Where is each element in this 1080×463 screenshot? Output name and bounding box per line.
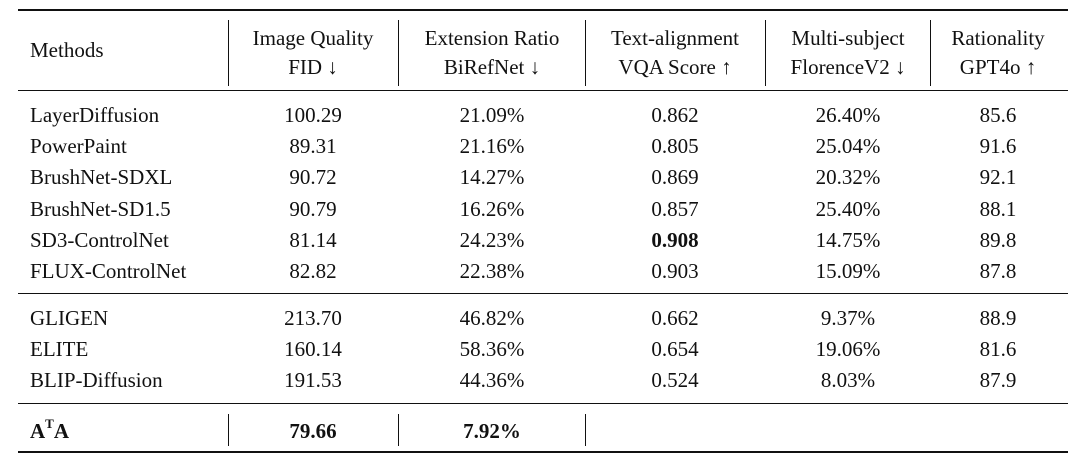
metric-value: 0.805 [651, 134, 699, 159]
method-name: PowerPaint [30, 134, 127, 159]
header-title: Rationality [951, 26, 1045, 50]
metric-value: 9.37% [820, 306, 876, 330]
metric-value: 22.38% [459, 259, 525, 283]
metric-value: 160.14 [284, 337, 342, 362]
metric-value: 19.06% [815, 337, 881, 362]
metric-value: 81.6 [979, 337, 1017, 362]
header-metric: FlorenceV2 ↓ [790, 55, 906, 79]
metric-value: 87.9 [979, 368, 1017, 393]
group-rule [18, 403, 1068, 404]
metric-value: 8.03% [820, 368, 876, 393]
metric-value: 0.524 [651, 368, 699, 393]
method-name: BLIP-Diffusion [30, 368, 163, 393]
method-name: SD3-ControlNet [30, 227, 169, 252]
metric-value: 87.8 [979, 259, 1017, 283]
column-separator [585, 414, 586, 446]
header-metric: VQA Score ↑ [618, 55, 732, 79]
metric-value: 0.862 [651, 103, 699, 127]
metric-value: 26.40% [815, 103, 881, 127]
metric-value: 0.857 [651, 196, 699, 221]
metric-value: 24.23% [459, 227, 525, 252]
header-metric: GPT4o ↑ [959, 55, 1037, 79]
method-name: BrushNet-SDXL [30, 165, 173, 190]
column-separator [228, 414, 229, 446]
metric-value: 85.6 [979, 103, 1017, 127]
metric-value: 79.66 [289, 419, 337, 443]
header-rule [18, 90, 1068, 91]
metric-value: 191.53 [284, 368, 342, 393]
column-separator [398, 20, 399, 86]
column-separator [585, 20, 586, 86]
header-metric: FID ↓ [288, 55, 338, 79]
bottom-rule [18, 451, 1068, 453]
method-name: ELITE [30, 337, 89, 362]
method-name: FLUX-ControlNet [30, 259, 187, 283]
metric-value: 15.09% [815, 259, 881, 283]
top-rule [18, 9, 1068, 11]
metric-value: 16.26% [459, 196, 525, 221]
metric-value: 0.908 [651, 227, 699, 252]
metric-value: 81.14 [289, 227, 337, 252]
metric-value: 25.04% [815, 134, 881, 159]
metric-value: 90.72 [289, 165, 337, 190]
method-part: A [30, 419, 46, 443]
header-title: Multi-subject [791, 26, 905, 50]
metric-value: 20.32% [815, 165, 881, 190]
metric-value: 100.29 [284, 103, 342, 127]
metric-value: 14.27% [459, 165, 525, 190]
method-part: A [53, 419, 70, 443]
method-name: GLIGEN [30, 306, 109, 330]
header-title: Methods [30, 38, 104, 62]
column-separator [930, 20, 931, 86]
metric-value: 92.1 [979, 165, 1017, 190]
method-name: BrushNet-SD1.5 [30, 196, 171, 221]
metric-value: 0.869 [651, 165, 699, 190]
header-title: Image Quality [252, 26, 374, 50]
metric-value: 90.79 [289, 196, 337, 221]
metric-value: 91.6 [979, 134, 1017, 159]
metric-value: 88.1 [979, 196, 1017, 221]
metric-value: 0.662 [651, 306, 699, 330]
method-name: LayerDiffusion [30, 103, 160, 127]
metric-value: 25.40% [815, 196, 881, 221]
metric-value: 21.16% [459, 134, 525, 159]
method-superscript: T [45, 416, 54, 431]
group-rule [18, 293, 1068, 294]
metric-value: 21.09% [459, 103, 525, 127]
header-title: Extension Ratio [424, 26, 560, 50]
metric-value: 0.654 [651, 337, 699, 362]
metric-value: 14.75% [815, 227, 881, 252]
metric-value: 82.82 [289, 259, 337, 283]
metric-value: 213.70 [284, 306, 342, 330]
metric-value: 88.9 [979, 306, 1017, 330]
method-name: ATA [30, 416, 70, 443]
metric-value: 44.36% [459, 368, 525, 393]
metric-value: 7.92% [463, 419, 521, 443]
column-separator [228, 20, 229, 86]
metric-value: 89.31 [289, 134, 337, 159]
metric-value: 89.8 [979, 227, 1017, 252]
metric-value: 0.903 [651, 259, 699, 283]
column-separator [765, 20, 766, 86]
metric-value: 58.36% [459, 337, 525, 362]
header-metric: BiRefNet ↓ [443, 55, 541, 79]
column-separator [398, 414, 399, 446]
metric-value: 46.82% [459, 306, 525, 330]
header-title: Text-alignment [611, 26, 739, 50]
